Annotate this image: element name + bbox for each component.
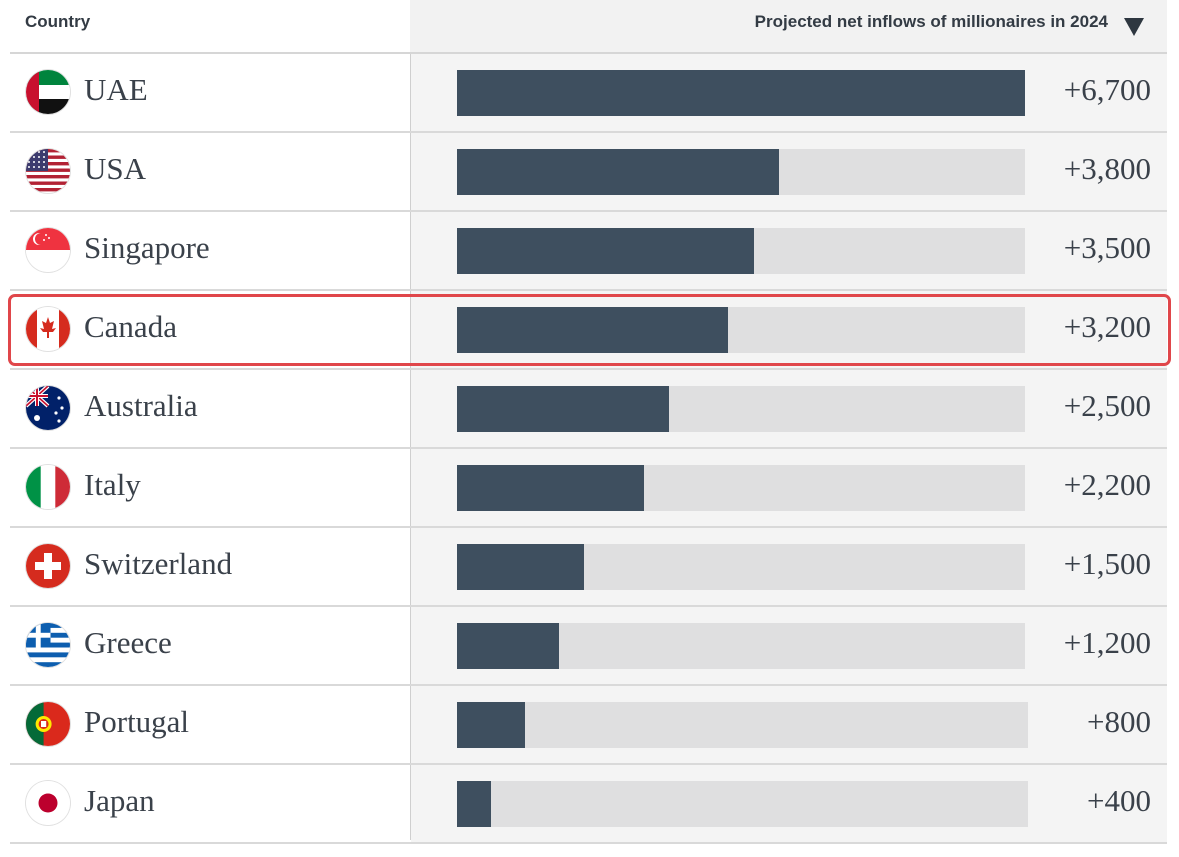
bar-fill bbox=[457, 623, 559, 669]
sort-descending-icon[interactable] bbox=[1124, 18, 1144, 36]
canada-flag-icon bbox=[26, 307, 70, 351]
country-cell: Japan bbox=[10, 765, 410, 842]
millionaire-inflows-table: Country Projected net inflows of million… bbox=[10, 0, 1167, 844]
row-divider bbox=[10, 684, 1167, 686]
table-row[interactable]: Italy +2,200 bbox=[10, 449, 1167, 528]
row-divider bbox=[10, 131, 1167, 133]
bar-track bbox=[457, 623, 1025, 669]
greece-flag-icon bbox=[26, 623, 70, 667]
value-label: +6,700 bbox=[1063, 72, 1151, 107]
country-cell: USA bbox=[10, 133, 410, 210]
bar-track bbox=[457, 465, 1025, 511]
country-name: Australia bbox=[84, 388, 198, 423]
value-label: +3,800 bbox=[1063, 151, 1151, 186]
bar-cell: +3,800 bbox=[411, 133, 1167, 210]
row-divider bbox=[10, 289, 1167, 291]
value-label: +400 bbox=[1087, 783, 1151, 818]
japan-flag-icon bbox=[26, 781, 70, 825]
table-header: Country Projected net inflows of million… bbox=[10, 0, 1167, 52]
header-divider bbox=[10, 52, 1167, 54]
row-divider bbox=[10, 526, 1167, 528]
bar-track bbox=[457, 702, 1028, 748]
bar-cell: +400 bbox=[411, 765, 1167, 842]
portugal-flag-icon bbox=[26, 702, 70, 746]
italy-flag-icon bbox=[26, 465, 70, 509]
country-cell: Portugal bbox=[10, 686, 410, 763]
country-name: Greece bbox=[84, 625, 172, 660]
country-column-label: Country bbox=[25, 12, 91, 31]
country-column-header: Country bbox=[10, 0, 410, 52]
bar-cell: +3,200 bbox=[411, 291, 1167, 368]
row-divider bbox=[10, 605, 1167, 607]
australia-flag-icon bbox=[26, 386, 70, 430]
country-name: Singapore bbox=[84, 230, 210, 265]
value-label: +2,200 bbox=[1063, 467, 1151, 502]
bar-fill bbox=[457, 149, 779, 195]
singapore-flag-icon bbox=[26, 228, 70, 272]
bar-cell: +800 bbox=[411, 686, 1167, 763]
row-divider bbox=[10, 842, 1167, 844]
bar-fill bbox=[457, 307, 728, 353]
switzerland-flag-icon bbox=[26, 544, 70, 588]
country-name: Switzerland bbox=[84, 546, 233, 581]
value-label: +3,200 bbox=[1063, 309, 1151, 344]
country-name: UAE bbox=[84, 72, 148, 107]
value-label: +3,500 bbox=[1063, 230, 1151, 265]
bar-fill bbox=[457, 228, 754, 274]
uae-flag-icon bbox=[26, 70, 70, 114]
bar-fill bbox=[457, 702, 525, 748]
country-cell: Australia bbox=[10, 370, 410, 447]
table-row[interactable]: Greece +1,200 bbox=[10, 607, 1167, 686]
country-cell: Canada bbox=[10, 291, 410, 368]
value-label: +1,500 bbox=[1063, 546, 1151, 581]
table-row[interactable]: Canada +3,200 bbox=[10, 291, 1167, 370]
table-row[interactable]: UAE +6,700 bbox=[10, 54, 1167, 133]
country-cell: Switzerland bbox=[10, 528, 410, 605]
country-cell: UAE bbox=[10, 54, 410, 131]
value-label: +1,200 bbox=[1063, 625, 1151, 660]
bar-track bbox=[457, 386, 1025, 432]
bar-cell: +2,500 bbox=[411, 370, 1167, 447]
value-label: +2,500 bbox=[1063, 388, 1151, 423]
country-name: Canada bbox=[84, 309, 177, 344]
bar-track bbox=[457, 544, 1025, 590]
bar-track bbox=[457, 149, 1025, 195]
country-name: Italy bbox=[84, 467, 141, 502]
metric-column-label: Projected net inflows of millionaires in… bbox=[754, 12, 1108, 31]
bar-fill bbox=[457, 386, 669, 432]
bar-cell: +3,500 bbox=[411, 212, 1167, 289]
bar-track bbox=[457, 70, 1025, 116]
bar-cell: +1,500 bbox=[411, 528, 1167, 605]
row-divider bbox=[10, 447, 1167, 449]
row-divider bbox=[10, 210, 1167, 212]
table-row[interactable]: USA +3,800 bbox=[10, 133, 1167, 212]
usa-flag-icon bbox=[26, 149, 70, 193]
metric-column-header[interactable]: Projected net inflows of millionaires in… bbox=[410, 0, 1167, 52]
bar-track bbox=[457, 781, 1028, 827]
country-name: USA bbox=[84, 151, 147, 186]
country-cell: Italy bbox=[10, 449, 410, 526]
bar-fill bbox=[457, 70, 1025, 116]
value-label: +800 bbox=[1087, 704, 1151, 739]
bar-cell: +6,700 bbox=[411, 54, 1167, 131]
table-row[interactable]: Singapore +3,500 bbox=[10, 212, 1167, 291]
table-row[interactable]: Portugal +800 bbox=[10, 686, 1167, 765]
country-cell: Singapore bbox=[10, 212, 410, 289]
table-row[interactable]: Switzerland +1,500 bbox=[10, 528, 1167, 607]
row-divider bbox=[10, 368, 1167, 370]
bar-fill bbox=[457, 544, 584, 590]
table-row[interactable]: Australia +2,500 bbox=[10, 370, 1167, 449]
country-cell: Greece bbox=[10, 607, 410, 684]
bar-cell: +1,200 bbox=[411, 607, 1167, 684]
bar-fill bbox=[457, 781, 491, 827]
bar-cell: +2,200 bbox=[411, 449, 1167, 526]
country-name: Portugal bbox=[84, 704, 190, 739]
bar-track bbox=[457, 228, 1025, 274]
country-name: Japan bbox=[84, 783, 155, 818]
bar-track bbox=[457, 307, 1025, 353]
table-row[interactable]: Japan +400 bbox=[10, 765, 1167, 844]
row-divider bbox=[10, 763, 1167, 765]
bar-fill bbox=[457, 465, 644, 511]
